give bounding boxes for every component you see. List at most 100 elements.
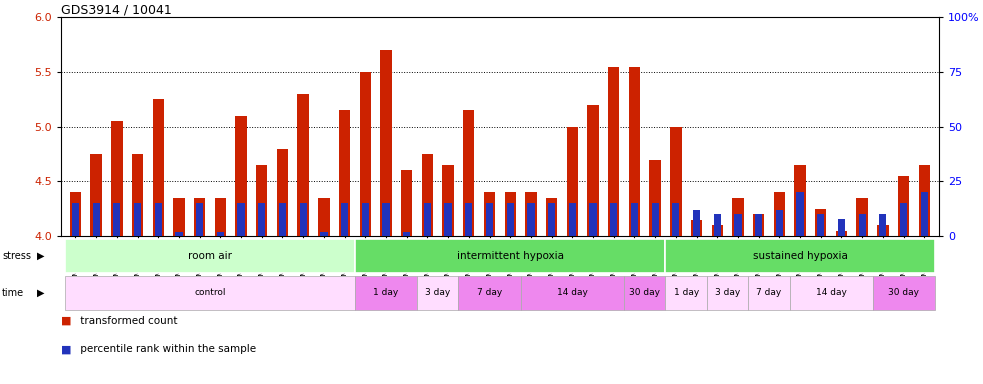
Bar — [196, 204, 203, 236]
Bar — [548, 204, 555, 236]
Bar — [629, 66, 640, 236]
Bar — [259, 204, 265, 236]
Bar — [504, 192, 516, 236]
Bar — [132, 154, 144, 236]
Bar — [672, 204, 679, 236]
Text: 7 day: 7 day — [477, 288, 502, 298]
Bar — [815, 209, 827, 236]
Bar — [154, 204, 162, 236]
Bar — [424, 204, 431, 236]
Bar — [279, 204, 286, 236]
Text: 30 day: 30 day — [888, 288, 919, 298]
Bar — [298, 94, 309, 236]
Bar — [900, 204, 907, 236]
Text: ▶: ▶ — [37, 251, 45, 261]
Text: 1 day: 1 day — [374, 288, 399, 298]
Bar — [755, 214, 762, 236]
Bar — [463, 110, 475, 236]
Bar — [587, 105, 599, 236]
Bar — [650, 160, 661, 236]
Bar — [152, 99, 164, 236]
Bar — [525, 192, 537, 236]
Text: 30 day: 30 day — [629, 288, 661, 298]
Bar — [300, 204, 307, 236]
Bar — [527, 204, 535, 236]
Bar — [856, 198, 868, 236]
Text: 3 day: 3 day — [715, 288, 740, 298]
Text: 3 day: 3 day — [425, 288, 450, 298]
Bar — [355, 276, 417, 310]
Text: ■: ■ — [61, 316, 72, 326]
Bar — [486, 204, 493, 236]
Text: 14 day: 14 day — [816, 288, 846, 298]
Bar — [65, 276, 355, 310]
Bar — [422, 154, 434, 236]
Bar — [216, 232, 224, 236]
Bar — [858, 214, 866, 236]
Bar — [753, 214, 765, 236]
Bar — [670, 127, 681, 236]
Bar — [442, 165, 454, 236]
Bar — [873, 276, 935, 310]
Bar — [569, 204, 576, 236]
Bar — [173, 198, 185, 236]
Bar — [521, 276, 624, 310]
Bar — [341, 204, 348, 236]
Bar — [318, 198, 329, 236]
Bar — [214, 198, 226, 236]
Bar — [360, 72, 371, 236]
Bar — [380, 50, 391, 236]
Bar — [610, 204, 617, 236]
Bar — [417, 276, 458, 310]
Bar — [774, 192, 785, 236]
Bar — [403, 232, 410, 236]
Bar — [506, 204, 514, 236]
Bar — [897, 176, 909, 236]
Bar — [712, 225, 723, 236]
Text: room air: room air — [188, 251, 232, 261]
Bar — [748, 276, 789, 310]
Text: percentile rank within the sample: percentile rank within the sample — [77, 344, 256, 354]
Text: 14 day: 14 day — [557, 288, 588, 298]
Bar — [608, 66, 619, 236]
Bar — [631, 204, 638, 236]
Bar — [546, 198, 557, 236]
Bar — [732, 198, 743, 236]
Bar — [70, 192, 82, 236]
Text: ▶: ▶ — [37, 288, 45, 298]
Bar — [72, 204, 79, 236]
Bar — [194, 198, 205, 236]
Bar — [879, 214, 887, 236]
Bar — [65, 239, 355, 273]
Text: 1 day: 1 day — [673, 288, 699, 298]
Bar — [776, 210, 783, 236]
Bar — [355, 239, 665, 273]
Bar — [458, 276, 521, 310]
Bar — [714, 214, 721, 236]
Bar — [401, 170, 413, 236]
Bar — [794, 165, 806, 236]
Text: sustained hypoxia: sustained hypoxia — [753, 251, 847, 261]
Bar — [796, 192, 804, 236]
Bar — [652, 204, 659, 236]
Bar — [665, 239, 935, 273]
Bar — [566, 127, 578, 236]
Bar — [665, 276, 707, 310]
Text: transformed count: transformed count — [77, 316, 177, 326]
Bar — [257, 165, 267, 236]
Bar — [877, 225, 889, 236]
Bar — [691, 220, 702, 236]
Bar — [277, 149, 288, 236]
Bar — [838, 218, 845, 236]
Bar — [707, 276, 748, 310]
Bar — [92, 204, 99, 236]
Bar — [817, 214, 825, 236]
Bar — [175, 232, 183, 236]
Bar — [734, 214, 741, 236]
Bar — [624, 276, 665, 310]
Bar — [339, 110, 350, 236]
Bar — [693, 210, 700, 236]
Text: stress: stress — [2, 251, 31, 261]
Text: GDS3914 / 10041: GDS3914 / 10041 — [61, 3, 172, 16]
Text: intermittent hypoxia: intermittent hypoxia — [457, 251, 563, 261]
